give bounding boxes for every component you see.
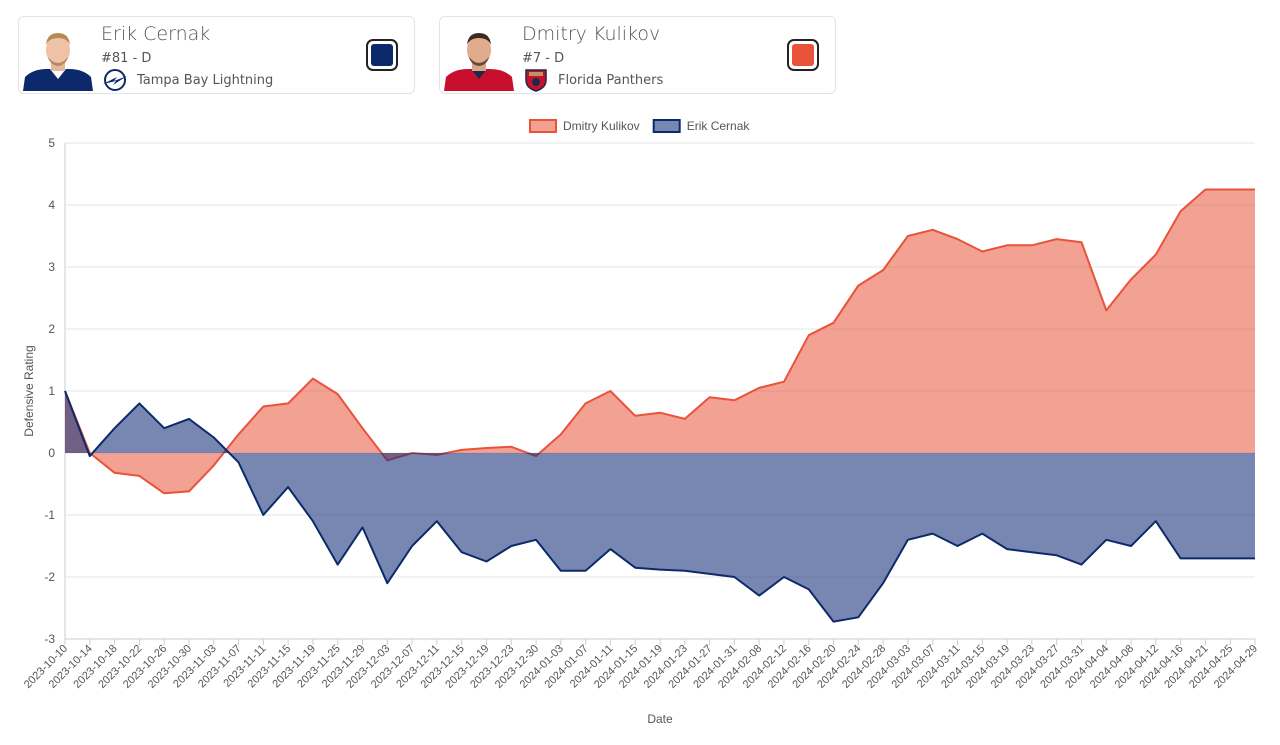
y-axis: 5 4 3 2 1 0 -1 -2 -3	[44, 136, 55, 646]
y-tick-label: 0	[48, 446, 55, 460]
chart-areas	[64, 188, 1255, 623]
series-area-0	[65, 189, 1255, 494]
player-number-position: #81 - D	[101, 51, 152, 66]
y-tick-label: 1	[48, 384, 55, 398]
y-tick-label: -3	[44, 632, 55, 646]
y-tick-label: 5	[48, 136, 55, 150]
y-tick-label: 4	[48, 198, 55, 212]
chart-legend: Dmitry Kulikov Erik Cernak	[529, 119, 751, 133]
series-area-1	[65, 391, 1255, 622]
player-name: Erik Cernak	[101, 23, 211, 45]
y-axis-label: Defensive Rating	[22, 345, 36, 436]
player-name: Dmitry Kulikov	[522, 23, 661, 45]
player-team: Tampa Bay Lightning	[101, 68, 273, 92]
player-team: Florida Panthers	[522, 68, 663, 92]
defensive-rating-chart: Dmitry Kulikov Erik Cernak 5 4 3 2 1 0 -1 -2 -3 2…	[22, 119, 1260, 726]
x-axis: 2023-10-102023-10-142023-10-182023-10-22…	[22, 643, 1260, 691]
legend-swatch	[652, 119, 681, 133]
team-name: Tampa Bay Lightning	[137, 72, 274, 88]
player-number-position: #7 - D	[522, 51, 565, 66]
series-line-0	[64, 188, 1255, 495]
color-picker-button[interactable]	[366, 39, 398, 71]
y-tick-label: -2	[44, 570, 55, 584]
color-swatch	[792, 44, 814, 66]
player-headshot	[23, 25, 93, 91]
player-card-cernak: Erik Cernak #81 - D Tampa Bay Lightning	[18, 16, 415, 94]
color-picker-button[interactable]	[787, 39, 819, 71]
legend-label: Dmitry Kulikov	[563, 119, 640, 133]
color-swatch	[371, 44, 393, 66]
y-tick-label: -1	[44, 508, 55, 522]
legend-swatch	[529, 119, 557, 133]
player-card-kulikov: Dmitry Kulikov #7 - D Florida Panthers	[439, 16, 836, 94]
y-tick-label: 3	[48, 260, 55, 274]
player-headshot	[444, 25, 514, 91]
series-line-1	[64, 390, 1255, 623]
team-name: Florida Panthers	[558, 72, 664, 88]
legend-label: Erik Cernak	[687, 119, 751, 133]
lightning-logo-icon	[103, 69, 127, 91]
panthers-logo-icon	[525, 69, 547, 92]
x-axis-label: Date	[647, 712, 673, 726]
y-tick-label: 2	[48, 322, 55, 336]
